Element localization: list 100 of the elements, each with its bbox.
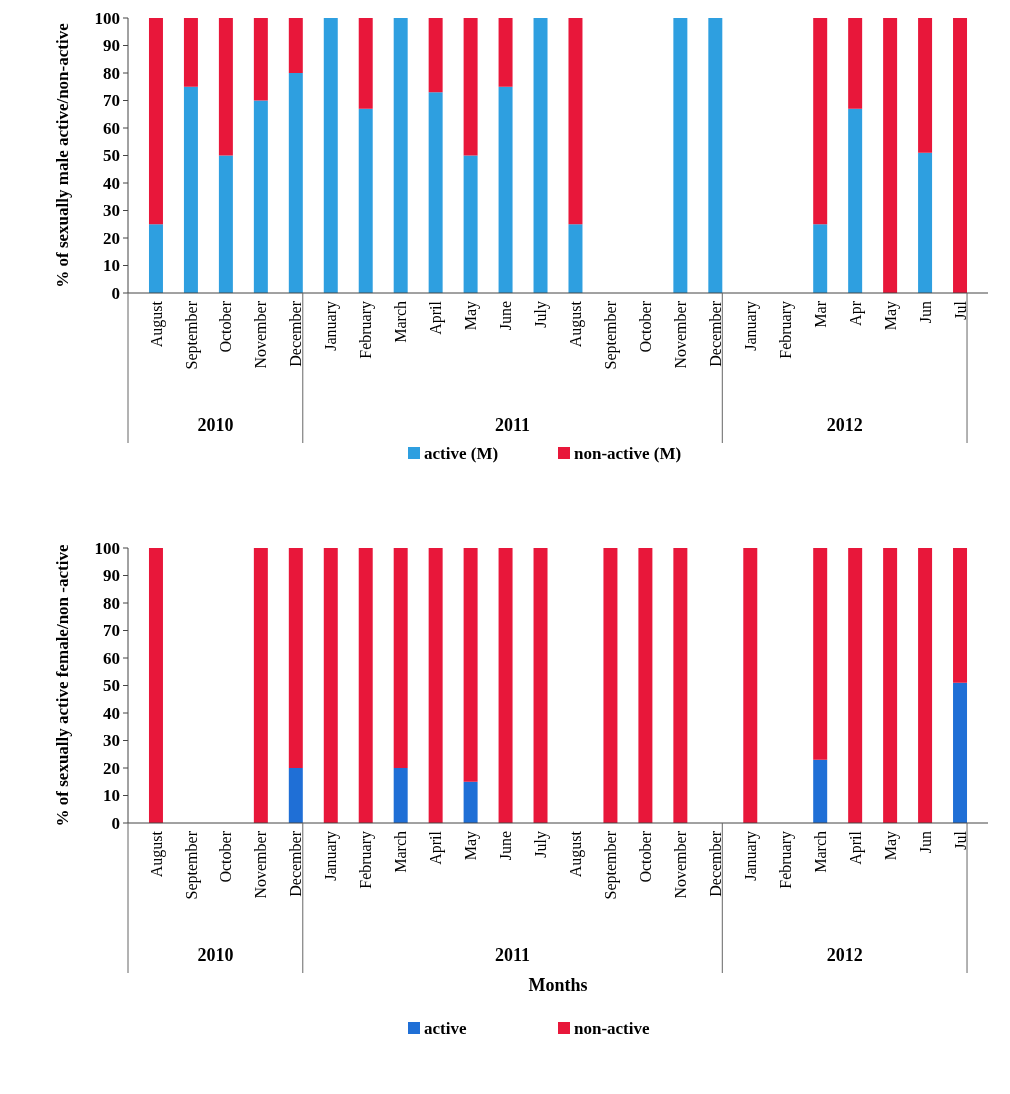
- legend-label: non-active (M): [574, 443, 682, 463]
- x-tick-label: May: [462, 831, 481, 861]
- x-tick-label: February: [776, 831, 795, 889]
- bar: [183, 18, 198, 87]
- y-tick-label: 90: [103, 36, 120, 56]
- bar: [253, 18, 268, 101]
- x-tick-label: September: [602, 300, 621, 370]
- y-tick-label: 40: [103, 703, 120, 723]
- bar: [393, 768, 408, 823]
- x-tick-label: July: [532, 831, 551, 858]
- legend-label: active (M): [424, 443, 499, 463]
- bar: [463, 155, 478, 293]
- x-tick-label: January: [322, 831, 341, 881]
- bar: [253, 548, 268, 823]
- bar: [918, 18, 933, 153]
- x-tick-label: September: [602, 830, 621, 900]
- bar: [953, 682, 968, 823]
- x-tick-label: February: [776, 301, 795, 359]
- bar: [918, 548, 933, 823]
- x-tick-label: Jun: [916, 831, 934, 854]
- text: 2011: [495, 945, 531, 965]
- x-axis-title: Months: [528, 975, 588, 995]
- x-tick-label: September: [182, 830, 201, 900]
- x-tick-label: June: [497, 301, 515, 331]
- x-tick-label: April: [427, 300, 446, 335]
- bar: [533, 18, 548, 293]
- legend-label: non-active: [574, 1018, 650, 1038]
- y-tick-label: 0: [111, 813, 120, 833]
- x-tick-label: November: [252, 300, 270, 369]
- bar: [848, 108, 863, 293]
- y-tick-label: 40: [103, 173, 120, 193]
- x-tick-label: October: [637, 300, 654, 353]
- y-tick-label: 50: [103, 146, 120, 166]
- x-tick-label: August: [147, 830, 166, 878]
- y-tick-label: 90: [103, 566, 120, 586]
- y-tick-label: 80: [103, 63, 120, 83]
- y-axis-title: % of sexually male active/non-active: [53, 22, 72, 288]
- x-tick-label: March: [811, 831, 829, 873]
- x-tick-label: January: [741, 831, 760, 881]
- x-tick-label: November: [252, 830, 270, 899]
- bar: [813, 759, 828, 823]
- bar: [358, 18, 373, 109]
- bar: [288, 73, 303, 293]
- x-tick-label: December: [287, 830, 305, 897]
- x-tick-label: March: [392, 831, 410, 873]
- bar: [918, 152, 933, 293]
- bar: [813, 18, 828, 225]
- x-tick-label: January: [322, 301, 341, 351]
- bar: [533, 548, 548, 823]
- bar: [428, 92, 443, 293]
- x-tick-label: July: [532, 301, 551, 328]
- y-tick-label: 20: [103, 758, 120, 778]
- bar: [673, 548, 688, 823]
- bar: [603, 548, 618, 823]
- x-tick-label: Jul: [951, 300, 969, 320]
- y-tick-label: 70: [103, 621, 120, 641]
- bar: [708, 18, 723, 293]
- bar: [743, 548, 758, 823]
- bar: [498, 18, 513, 87]
- bar: [813, 548, 828, 760]
- x-tick-label: Jul: [951, 830, 969, 850]
- bar: [848, 18, 863, 109]
- y-tick-label: 70: [103, 91, 120, 111]
- bar: [358, 108, 373, 293]
- bar: [463, 18, 478, 156]
- x-tick-label: December: [706, 300, 724, 367]
- bar: [148, 548, 163, 823]
- bar: [288, 548, 303, 768]
- bar: [463, 781, 478, 823]
- bar: [323, 548, 338, 823]
- text: 2010: [197, 415, 234, 435]
- x-tick-label: Apr: [846, 300, 865, 326]
- text: 2011: [495, 415, 531, 435]
- x-tick-label: Jun: [916, 301, 934, 324]
- x-tick-label: June: [497, 831, 515, 861]
- x-tick-label: November: [671, 830, 689, 899]
- x-tick-label: August: [567, 830, 586, 878]
- bar: [218, 18, 233, 156]
- y-tick-label: 60: [103, 118, 120, 138]
- y-tick-label: 30: [103, 201, 120, 221]
- y-tick-label: 20: [103, 228, 120, 248]
- y-tick-label: 100: [94, 8, 120, 28]
- bar: [428, 18, 443, 93]
- x-tick-label: October: [217, 300, 235, 353]
- bar: [148, 18, 163, 225]
- x-tick-label: August: [147, 300, 166, 348]
- x-tick-label: November: [671, 300, 689, 369]
- x-tick-label: February: [357, 301, 376, 359]
- x-tick-label: May: [462, 301, 481, 331]
- x-tick-label: May: [881, 831, 900, 861]
- x-tick-label: May: [881, 301, 900, 331]
- y-tick-label: 30: [103, 731, 120, 751]
- legend-label: active: [424, 1018, 467, 1038]
- x-tick-label: April: [427, 830, 446, 865]
- text: 2012: [826, 415, 863, 435]
- x-tick-label: Mar: [811, 300, 829, 328]
- x-tick-label: December: [287, 300, 305, 367]
- y-tick-label: 50: [103, 676, 120, 696]
- bar: [673, 18, 688, 293]
- bar: [953, 18, 968, 293]
